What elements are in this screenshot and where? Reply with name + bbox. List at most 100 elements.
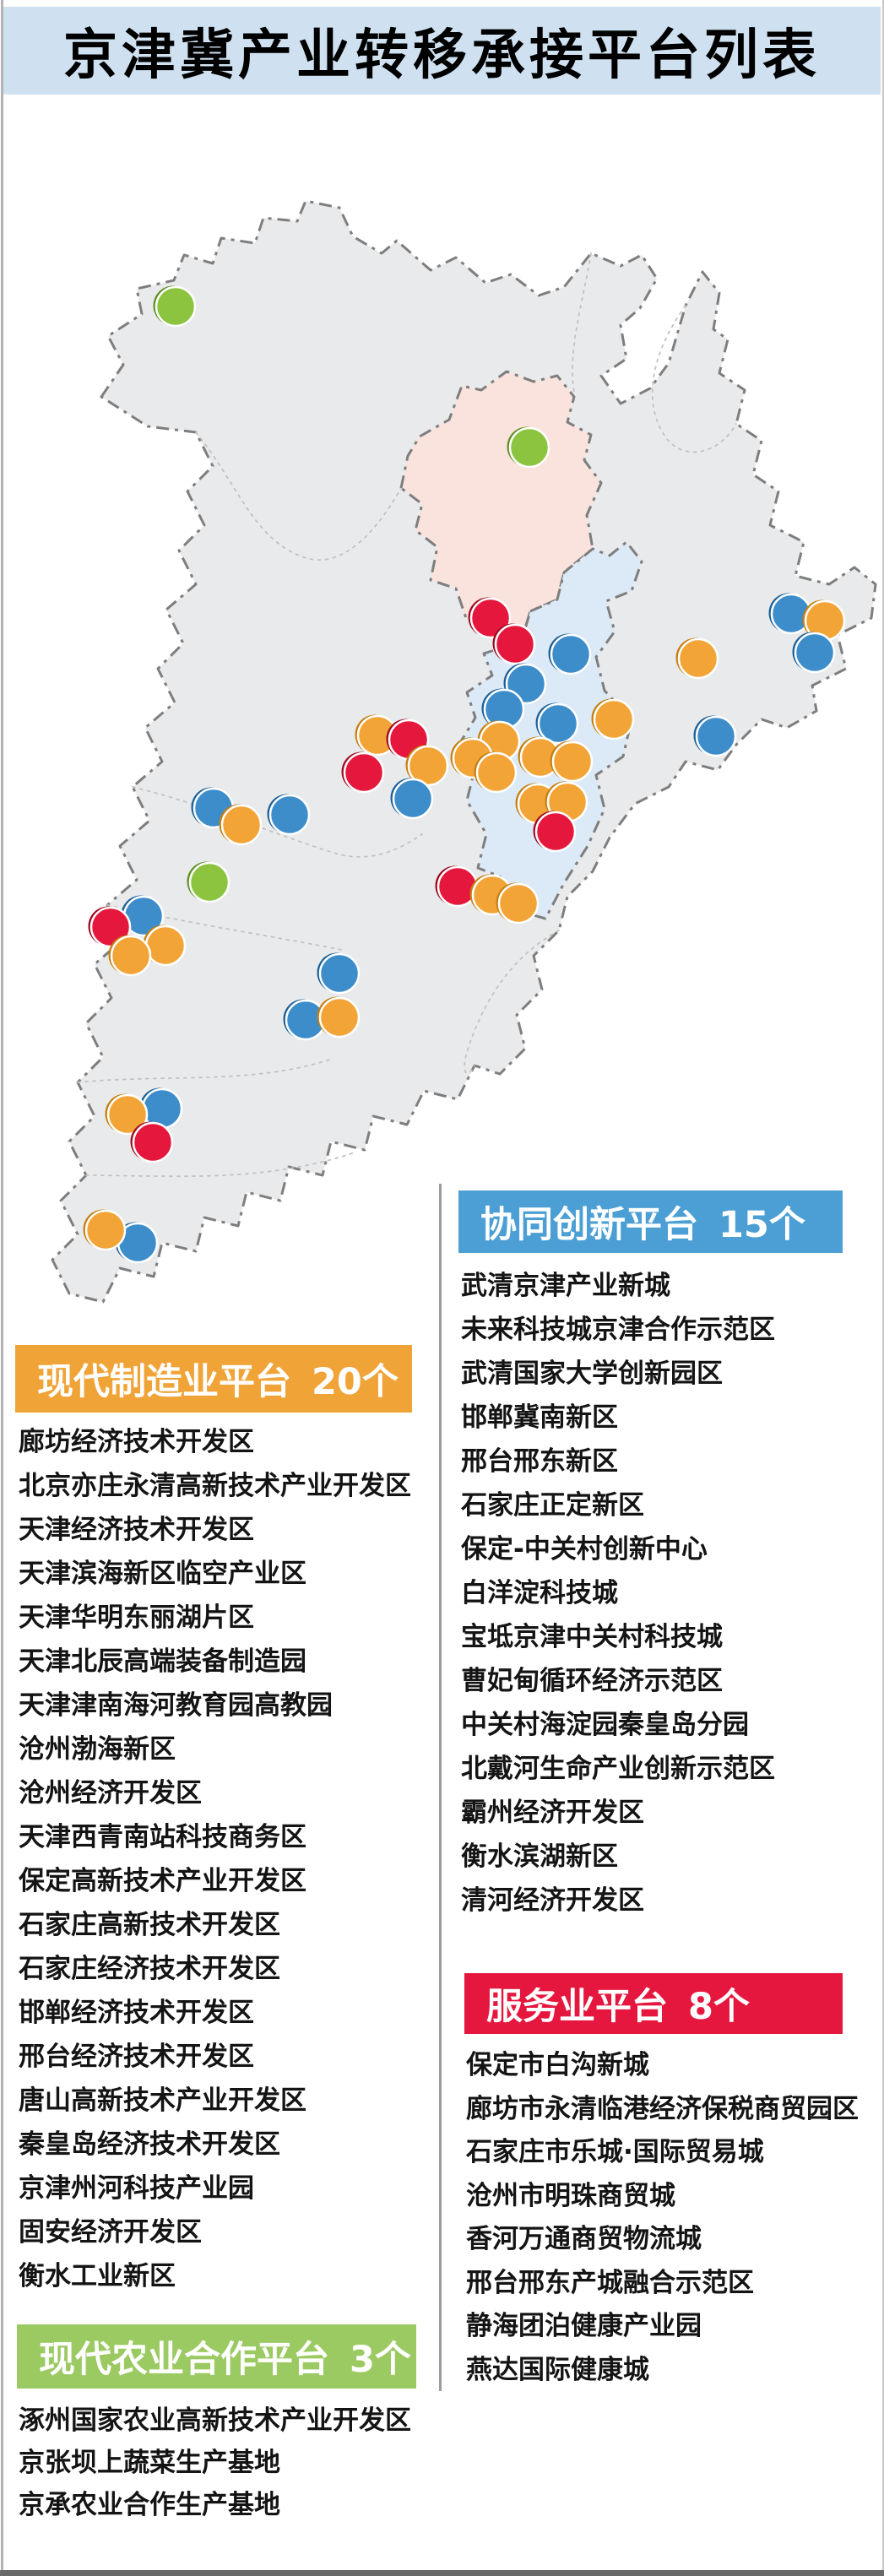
- list-item: 香河万通商贸物流城: [466, 2224, 702, 2254]
- map-dot-red: [469, 597, 512, 639]
- inner-boundary: [572, 252, 592, 393]
- list-item: 邢台邢东产城融合示范区: [466, 2267, 754, 2298]
- map-dot-orange: [497, 882, 540, 925]
- map-dot-orange: [551, 740, 594, 783]
- list-item: 廊坊经济技术开发区: [19, 1427, 254, 1457]
- inner-boundary: [651, 305, 737, 453]
- map-dot-green: [508, 426, 550, 469]
- section-count: 3个: [350, 2339, 411, 2381]
- inner-boundary: [77, 1059, 330, 1083]
- map-dot-blue: [794, 632, 836, 674]
- list-item: 未来科技城京津合作示范区: [461, 1315, 775, 1345]
- inner-boundary: [85, 1152, 355, 1178]
- section-header-manufacturing: 现代制造业平台 20个: [15, 1345, 412, 1413]
- innovation-list: 武清京津产业新城未来科技城京津合作示范区 武清国家大学创新园区 邯郸冀南新区 邢台邢东…: [461, 1264, 775, 1923]
- section-count: 8个: [688, 1986, 750, 2028]
- list-item: 石家庄市乐城·国际贸易城: [466, 2137, 764, 2167]
- list-item: 保定市白沟新城: [466, 2050, 649, 2080]
- list-item: 邯郸经济技术开发区: [19, 1998, 254, 2028]
- list-item: 沧州经济开发区: [19, 1778, 202, 1809]
- map-dot-orange: [677, 637, 719, 680]
- right-border: [882, 0, 884, 2576]
- list-item: 宝坻京津中关村科技城: [461, 1622, 723, 1652]
- map-dot-orange: [593, 698, 635, 740]
- list-item: 秦皇岛经济技术开发区: [19, 2129, 280, 2160]
- list-item: 邢台邢东新区: [461, 1446, 618, 1477]
- list-item: 天津北辰高端装备制造园: [19, 1646, 306, 1677]
- list-item: 京津州河科技产业园: [19, 2173, 254, 2204]
- list-item: 保定-中关村创新中心: [461, 1534, 708, 1565]
- list-item: 清河经济开发区: [461, 1885, 644, 1916]
- inner-boundary: [195, 431, 402, 561]
- list-item: 北京亦庄永清高新技术产业开发区: [19, 1471, 411, 1501]
- list-item: 武清京津产业新城: [461, 1271, 670, 1301]
- section-label: 现代制造业平台: [37, 1361, 291, 1403]
- list-item: 唐山高新技术产业开发区: [19, 2085, 306, 2116]
- list-item: 武清国家大学创新园区: [461, 1359, 723, 1389]
- map-dot-blue: [392, 778, 434, 820]
- map-dot-green: [155, 285, 197, 328]
- list-item: 衡水滨湖新区: [461, 1841, 618, 1872]
- beijing-region: [399, 370, 603, 650]
- map-dot-red: [132, 1121, 174, 1163]
- page-title: 京津冀产业转移承接平台列表: [3, 7, 881, 95]
- platform-dots-layer: [83, 285, 846, 1264]
- list-item: 中关村海淀园秦皇岛分园: [461, 1710, 749, 1740]
- map-dot-blue: [268, 794, 311, 836]
- list-item: 天津津南海河教育园高教园: [19, 1690, 333, 1721]
- map-dot-red: [343, 751, 385, 794]
- list-item: 天津滨海新区临空产业区: [19, 1559, 306, 1589]
- list-item: 涿州国家农业高新技术产业开发区: [19, 2405, 411, 2436]
- region-map: [51, 199, 877, 1304]
- list-item: 沧州渤海新区: [19, 1734, 176, 1765]
- inner-boundary: [464, 930, 560, 1075]
- list-item: 京承农业合作生产基地: [19, 2490, 280, 2520]
- service-list: 保定市白沟新城 廊坊市永清临港经济保税商贸园区 石家庄市乐城·国际贸易城 沧州市明珠商…: [466, 2044, 859, 2392]
- list-item: 燕达国际健康城: [466, 2354, 649, 2385]
- map-dot-orange: [110, 935, 152, 977]
- left-border: [1, 0, 3, 2576]
- map-dot-blue: [537, 702, 579, 745]
- list-item: 北戴河生命产业创新示范区: [461, 1754, 775, 1784]
- map-dot-orange: [84, 1209, 127, 1251]
- list-item: 京张坝上蔬菜生产基地: [19, 2448, 280, 2478]
- list-item: 静海团泊健康产业园: [466, 2311, 702, 2341]
- list-item: 石家庄正定新区: [461, 1490, 644, 1521]
- map-dot-orange: [106, 1093, 149, 1136]
- map-dot-orange: [475, 751, 518, 794]
- map-dot-orange: [318, 996, 361, 1039]
- section-label: 协同创新平台: [480, 1204, 698, 1246]
- list-item: 固安经济开发区: [19, 2217, 202, 2248]
- section-label: 现代农业合作平台: [39, 2339, 329, 2381]
- map-dot-blue: [318, 952, 361, 995]
- map-dot-blue: [550, 633, 592, 675]
- list-item: 石家庄经济技术开发区: [19, 1954, 280, 1984]
- column-divider: [439, 1184, 442, 2391]
- section-header-service: 服务业平台 8个: [464, 1973, 843, 2034]
- map-dot-red: [494, 623, 536, 665]
- manufacturing-list: 廊坊经济技术开发区北京亦庄永清高新技术产业开发区 天津经济技术开发区天津滨海新区临…: [19, 1420, 411, 2298]
- section-header-agriculture: 现代农业合作平台 3个: [17, 2324, 416, 2389]
- list-item: 霸州经济开发区: [461, 1798, 644, 1828]
- list-item: 邯郸冀南新区: [461, 1402, 618, 1433]
- section-label: 服务业平台: [486, 1986, 668, 2028]
- list-item: 白洋淀科技城: [461, 1578, 618, 1608]
- list-item: 衡水工业新区: [19, 2261, 176, 2291]
- map-dot-blue: [695, 715, 737, 757]
- agriculture-list: 涿州国家农业高新技术产业开发区 京张坝上蔬菜生产基地 京承农业合作生产基地: [19, 2400, 411, 2526]
- section-count: 15个: [719, 1204, 805, 1246]
- map-dot-green: [188, 861, 230, 903]
- map-dot-orange: [220, 804, 263, 846]
- map-dot-orange: [144, 925, 187, 967]
- map-dot-red: [534, 811, 577, 853]
- list-item: 曹妃甸循环经济示范区: [461, 1666, 723, 1696]
- bottom-border: [0, 2570, 884, 2576]
- list-item: 邢台经济技术开发区: [19, 2042, 254, 2072]
- list-item: 石家庄高新技术开发区: [19, 1910, 280, 1940]
- list-item: 保定高新技术产业开发区: [19, 1866, 306, 1896]
- list-item: 天津华明东丽湖片区: [19, 1603, 254, 1633]
- section-count: 20个: [312, 1361, 399, 1403]
- section-header-innovation: 协同创新平台 15个: [458, 1190, 843, 1253]
- list-item: 天津经济技术开发区: [19, 1515, 254, 1545]
